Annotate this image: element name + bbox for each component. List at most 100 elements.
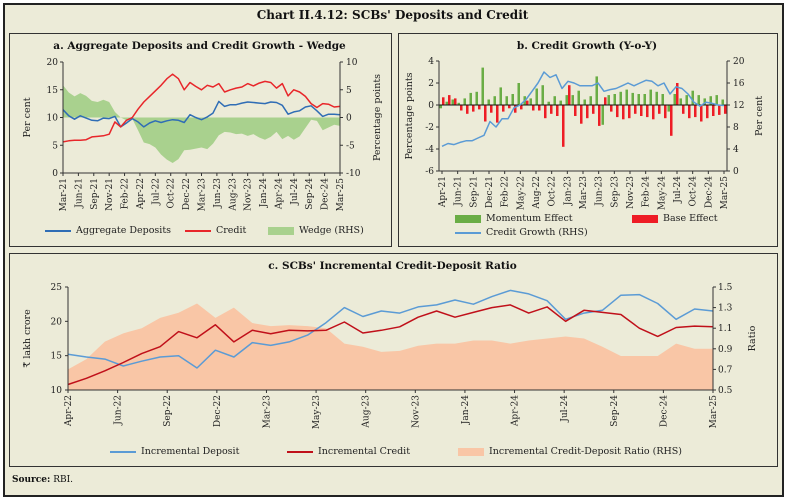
y2-tick-label: 0: [346, 114, 352, 124]
panel-b-title: b. Credit Growth (Y-o-Y): [516, 40, 658, 52]
source-note: Source: RBI.: [12, 475, 73, 485]
x-tick-label: May-22: [516, 176, 526, 210]
legend-item-momentum-effect: Momentum Effect: [455, 213, 573, 224]
bar-momentum-effect: [445, 101, 448, 105]
legend-label: Incremental Credit-Deposit Ratio (RHS): [489, 446, 683, 457]
bar-momentum-effect: [631, 92, 634, 105]
main-title: Chart II.4.12: SCBs' Deposits and Credit: [256, 8, 529, 22]
x-tick-label: Sep-21: [90, 178, 100, 210]
bar-base-effect: [574, 105, 577, 116]
bar-momentum-effect: [517, 83, 520, 105]
x-tick-label: Mar-23: [579, 176, 589, 210]
x-tick-label: Mar-25: [720, 176, 730, 210]
bar-momentum-effect: [619, 91, 622, 105]
y2-tick-label: 1.1: [718, 324, 732, 334]
bar-momentum-effect: [607, 95, 610, 105]
bar-base-effect: [556, 105, 559, 116]
area-wedge-rhs: [63, 85, 340, 164]
bar-momentum-effect: [661, 94, 664, 105]
bar-momentum-effect: [565, 95, 568, 105]
legend-swatch: [458, 447, 484, 456]
legend-swatch: [268, 226, 294, 235]
bar-momentum-effect: [481, 67, 484, 105]
bar-momentum-effect: [511, 94, 514, 105]
bar-momentum-effect: [457, 102, 460, 105]
x-tick-label: Dec-22: [182, 178, 192, 210]
legend-label: Aggregate Deposits: [76, 225, 172, 236]
bar-base-effect: [592, 105, 595, 114]
bar-base-effect: [712, 105, 715, 116]
x-tick-label: Dec-24: [321, 178, 331, 210]
bar-base-effect: [706, 105, 709, 119]
line-incremental-deposit: [67, 289, 714, 369]
bar-momentum-effect: [589, 96, 592, 105]
x-tick-label: Jan-24: [259, 178, 269, 209]
y2-tick-label: 5: [346, 86, 352, 96]
bar-base-effect: [484, 105, 487, 122]
bar-momentum-effect: [721, 99, 724, 105]
x-tick-label: Dec-24: [704, 176, 714, 208]
x-tick-label: Mar-23: [262, 395, 272, 429]
x-tick-label: Feb-22: [501, 176, 511, 207]
x-tick-label: Aug-23: [228, 178, 238, 212]
bar-base-effect: [622, 105, 625, 120]
x-tick-label: Jun-21: [74, 178, 84, 209]
bar-base-effect: [610, 105, 613, 112]
legend-item-aggregate-deposits: Aggregate Deposits: [45, 225, 171, 236]
x-tick-label: Nov-23: [626, 176, 636, 209]
x-tick-label: May-23: [312, 395, 322, 429]
x-tick-label: Sep-21: [469, 176, 479, 208]
source-text: RBI.: [53, 475, 74, 485]
bar-base-effect: [532, 105, 535, 111]
x-tick-label: Sep-24: [305, 178, 315, 210]
bar-base-effect: [646, 105, 649, 118]
legend-swatch: [185, 229, 211, 232]
bar-base-effect: [454, 98, 457, 105]
bar-momentum-effect: [475, 91, 478, 105]
bar-base-effect: [634, 105, 637, 114]
bar-base-effect: [670, 105, 673, 136]
x-tick-label: Apr-22: [64, 395, 74, 427]
x-tick-label: Mar-21: [59, 178, 69, 211]
bar-momentum-effect: [691, 90, 694, 105]
bar-base-effect: [508, 105, 511, 109]
bar-momentum-effect: [541, 85, 544, 105]
legend-item-base-effect: Base Effect: [632, 213, 718, 224]
chart-b: [436, 60, 730, 174]
bar-base-effect: [598, 105, 601, 126]
bar-base-effect: [700, 105, 703, 122]
bar-base-effect: [478, 105, 481, 110]
x-tick-label: Jun-23: [213, 178, 223, 209]
legend-label: Incremental Credit: [318, 446, 411, 457]
legend-item-incremental-cd-ratio: Incremental Credit-Deposit Ratio (RHS): [458, 446, 682, 457]
bar-base-effect: [616, 105, 619, 118]
x-tick-label: Apr-21: [438, 176, 448, 208]
bar-momentum-effect: [553, 96, 556, 105]
x-tick-label: May-24: [657, 176, 667, 210]
y-axis-title: Per cent: [22, 97, 33, 137]
x-tick-label: Nov-23: [244, 178, 254, 211]
bar-momentum-effect: [625, 89, 628, 105]
legend-item-credit-growth: Credit Growth (RHS): [455, 227, 588, 238]
x-tick-label: Apr-22: [136, 178, 146, 210]
bar-momentum-effect: [469, 92, 472, 105]
legend-item-wedge: Wedge (RHS): [268, 225, 364, 236]
y-tick-label: 10: [51, 386, 63, 396]
y-tick-label: 2: [428, 79, 434, 89]
panel-a-title: a. Aggregate Deposits and Credit Growth …: [53, 40, 346, 52]
y2-tick-label: 10: [346, 58, 358, 68]
bar-base-effect: [694, 105, 697, 118]
bar-momentum-effect: [703, 98, 706, 105]
y2-tick-label: 4: [733, 145, 739, 155]
x-tick-label: Jun-21: [454, 176, 464, 207]
line-credit-growth-rhs: [441, 71, 725, 147]
y2-tick-label: 1.3: [718, 304, 733, 314]
y2-tick-label: 20: [733, 57, 745, 67]
legend-swatch: [632, 214, 658, 223]
y-tick-label: 0: [428, 101, 434, 111]
bar-base-effect: [490, 105, 493, 113]
y2-tick-label: 8: [733, 123, 739, 133]
bar-base-effect: [628, 105, 631, 119]
legend-item-credit: Credit: [185, 225, 246, 236]
